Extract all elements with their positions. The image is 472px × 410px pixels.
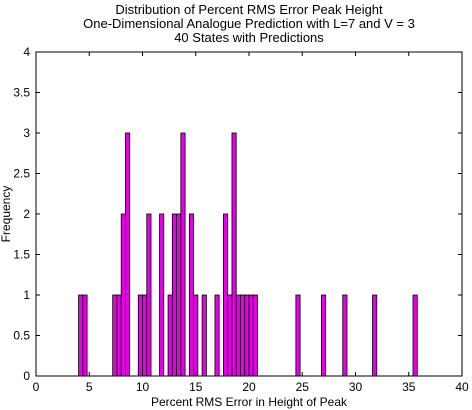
x-tick-label: 25	[296, 380, 310, 394]
histogram-bar	[235, 294, 241, 377]
x-tick-label: 35	[402, 380, 416, 394]
histogram-bar	[159, 213, 165, 377]
x-tick-label: 10	[136, 380, 150, 394]
y-tick-label: 3	[23, 126, 30, 140]
histogram-bar	[78, 294, 84, 377]
histogram-bar	[116, 294, 122, 377]
y-axis-ticks: 0 0.5 1 1.5 2 2.5 3 3.5 4	[13, 45, 462, 383]
chart-title-line: 40 States with Predictions	[174, 30, 324, 45]
histogram-bar	[188, 213, 195, 377]
histogram-bar	[137, 294, 143, 377]
y-tick-label: 1	[23, 288, 30, 302]
histogram-bar	[180, 132, 186, 377]
histogram-bar	[112, 294, 118, 377]
x-axis-label-line: Percent RMS Error in Height of Peak	[151, 395, 348, 409]
x-tick-label: 15	[189, 380, 203, 394]
histogram-bar	[120, 213, 126, 377]
y-tick-label: 2	[23, 207, 30, 221]
x-axis-label: Percent RMS Error in Height of PeakAll 3…	[151, 395, 348, 410]
x-axis-label-line: All 3 Prediction Years	[192, 408, 305, 410]
chart-title: Distribution of Percent RMS Error Peak H…	[83, 2, 415, 45]
x-tick-label: 0	[33, 380, 40, 394]
histogram-bar	[321, 294, 327, 377]
y-tick-label: 0	[23, 369, 30, 383]
x-tick-label: 20	[242, 380, 256, 394]
histogram-bar	[193, 294, 199, 377]
histogram-bar	[372, 294, 378, 377]
y-tick-label: 4	[23, 45, 30, 59]
y-tick-label: 2.5	[13, 167, 30, 181]
x-tick-label: 30	[349, 380, 363, 394]
chart-title-line: Distribution of Percent RMS Error Peak H…	[115, 2, 383, 17]
histogram-bar	[176, 213, 182, 377]
bars	[78, 132, 418, 377]
histogram-bar	[171, 213, 177, 377]
histogram-bar	[125, 132, 131, 377]
x-axis-ticks: 0 5 10 15 20 25 30 35 40	[33, 52, 469, 394]
x-tick-label: 5	[86, 380, 93, 394]
histogram-bar	[342, 294, 348, 377]
histogram-bar	[240, 294, 246, 377]
histogram-bar	[244, 294, 250, 377]
histogram-bar	[146, 213, 152, 377]
histogram-bar	[295, 294, 301, 377]
chart-title-line: One-Dimensional Analogue Prediction with…	[83, 16, 415, 31]
y-axis-label: Frequency	[0, 186, 13, 243]
x-tick-label: 40	[455, 380, 469, 394]
histogram-bar	[82, 294, 88, 377]
y-tick-label: 1.5	[13, 248, 30, 262]
histogram-bar	[201, 294, 207, 377]
histogram-bar	[142, 294, 148, 377]
y-tick-label: 3.5	[13, 86, 30, 100]
histogram-bar	[227, 294, 233, 377]
histogram-bar	[231, 132, 237, 377]
histogram-bar	[252, 294, 258, 377]
histogram-bar	[167, 294, 173, 377]
histogram-bar	[412, 294, 418, 377]
histogram-bar	[214, 294, 220, 377]
y-tick-label: 0.5	[13, 329, 30, 343]
histogram-bar	[223, 213, 229, 377]
histogram-bar	[248, 294, 254, 377]
